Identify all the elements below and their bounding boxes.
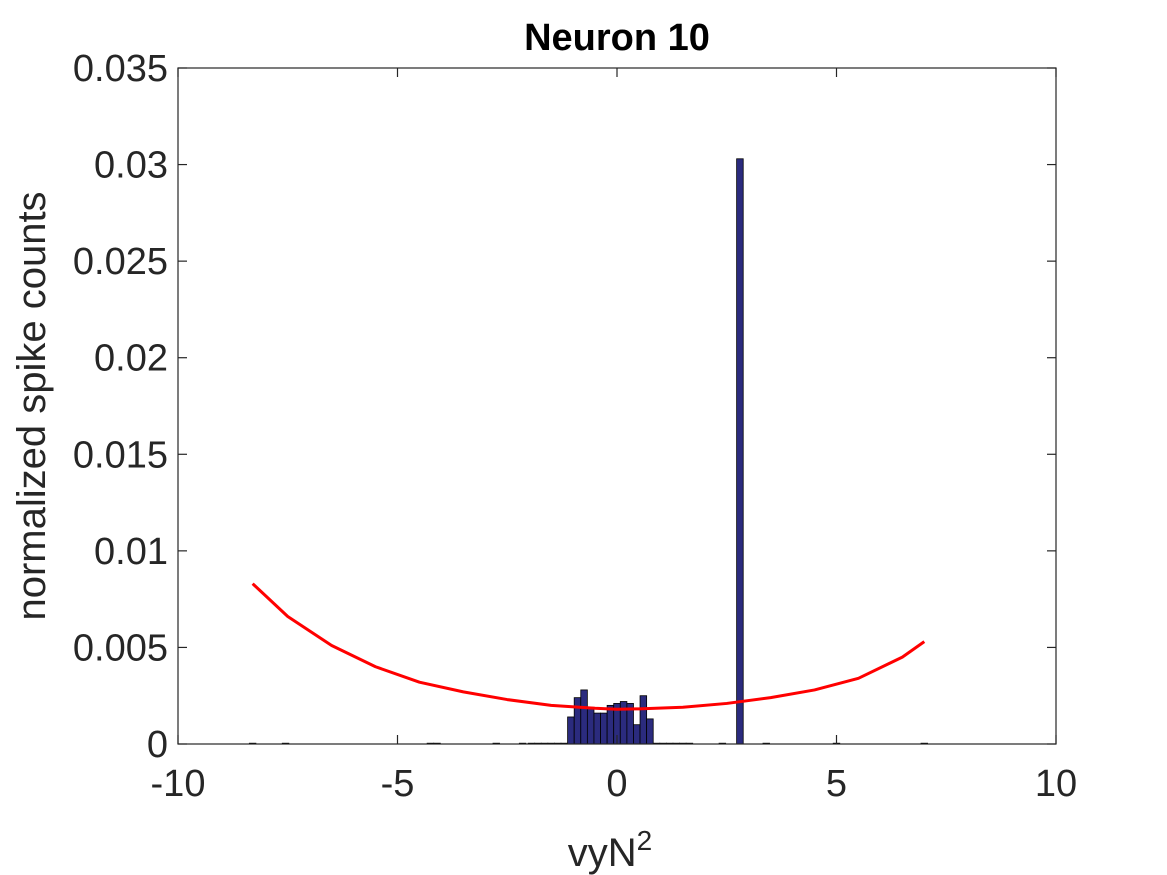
histogram-bar [573, 697, 582, 745]
fit-curve [251, 582, 926, 711]
histogram-bar [736, 158, 744, 745]
fit-curve-group [251, 582, 926, 711]
y-tick-label: 0.02 [94, 338, 168, 380]
x-axis-ticks: -10 -5 0 5 10 [151, 68, 1077, 805]
histogram-bar [586, 706, 595, 745]
histogram-bar [633, 724, 641, 745]
y-tick-label: 0.015 [73, 434, 168, 476]
histogram-bar [580, 689, 588, 745]
y-tick-label: 0.005 [73, 627, 168, 669]
y-tick-label: 0.03 [94, 145, 168, 187]
histogram-bar [639, 695, 648, 745]
y-axis-label: normalized spike counts [10, 191, 54, 620]
y-axis-ticks: 0 0.005 0.01 0.015 0.02 0.025 0.03 0.035 [73, 48, 1056, 766]
histogram-bar [600, 712, 608, 745]
histogram-bar [567, 716, 575, 745]
histogram-bar [646, 718, 654, 745]
x-axis-label-superscript: 2 [637, 825, 653, 856]
x-tick-label: -10 [151, 763, 206, 805]
x-axis-label-base: vyN [568, 831, 637, 875]
y-tick-label: 0.035 [73, 48, 168, 90]
x-tick-label: 10 [1035, 763, 1077, 805]
y-tick-label: 0.025 [73, 241, 168, 283]
chart-title: Neuron 10 [524, 17, 710, 59]
x-tick-label: -5 [381, 763, 415, 805]
x-axis-label: vyN2 [568, 825, 652, 875]
y-tick-label: 0 [147, 724, 168, 766]
histogram-bars [248, 158, 928, 745]
histogram-bar [593, 712, 601, 745]
y-tick-label: 0.01 [94, 531, 168, 573]
x-tick-label: 5 [826, 763, 847, 805]
histogram-bar [606, 704, 615, 745]
x-tick-label: 0 [606, 763, 627, 805]
